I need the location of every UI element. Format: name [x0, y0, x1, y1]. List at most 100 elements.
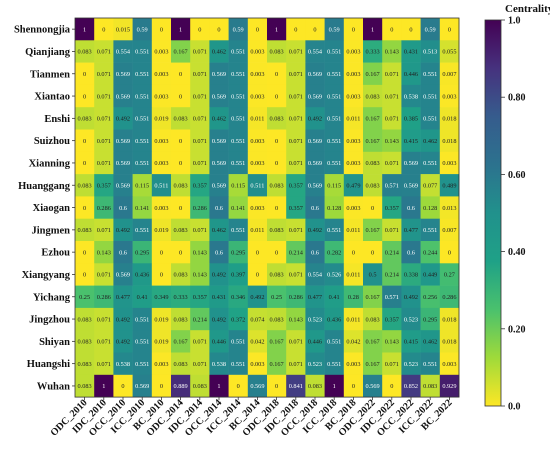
- heatmap-cell: [132, 263, 153, 286]
- cell-value-label: 0.003: [154, 160, 168, 167]
- cell-value-label: 0.569: [116, 138, 130, 145]
- heatmap-cell: [305, 107, 325, 130]
- cell-value-label: 0.569: [212, 93, 226, 100]
- heatmap-cell: [382, 241, 402, 264]
- heatmap-cell: [94, 263, 114, 286]
- heatmap-cell: [113, 285, 133, 309]
- cell-value-label: 0.551: [231, 361, 245, 368]
- heatmap-cell: [324, 84, 345, 108]
- heatmap-cell: [343, 352, 364, 376]
- heatmap-cell: [305, 196, 325, 219]
- cell-value-label: 0.019: [154, 339, 168, 346]
- cell-value-label: 0.569: [116, 160, 130, 167]
- heatmap-cell: [267, 62, 287, 86]
- heatmap-cell: [420, 84, 441, 108]
- heatmap-cell: [343, 174, 364, 197]
- heatmap-cell: [228, 374, 249, 398]
- heatmap-cell: [228, 174, 249, 197]
- heatmap-cell: [228, 62, 249, 86]
- cell-value-label: 0.523: [404, 316, 418, 323]
- cell-value-label: 0.071: [289, 160, 303, 167]
- heatmap-cell: [363, 285, 383, 309]
- cell-value-label: 0.569: [366, 383, 380, 390]
- cell-value-label: 0: [179, 138, 182, 145]
- heatmap-cell: [171, 151, 191, 175]
- heatmap-cell: [209, 218, 229, 242]
- cell-value-label: 0.071: [97, 227, 111, 234]
- row-label: Xiantao: [34, 92, 70, 103]
- heatmap-cell: [286, 18, 306, 41]
- cell-value-label: 0.143: [385, 138, 399, 145]
- heatmap-cell: [382, 263, 402, 286]
- cell-value-label: 0.083: [193, 383, 207, 390]
- cell-value-label: 0.042: [250, 339, 264, 346]
- heatmap-cell: [382, 218, 402, 242]
- row-label: Xianning: [29, 158, 71, 169]
- cell-value-label: 0.431: [404, 49, 418, 56]
- cell-value-label: 0.462: [212, 227, 226, 234]
- heatmap-cell: [382, 18, 402, 41]
- cell-value-label: 0.003: [346, 138, 360, 145]
- heatmap-cell: [267, 307, 287, 331]
- cell-value-label: 0.551: [231, 160, 245, 167]
- cell-value-label: 0.569: [212, 71, 226, 78]
- cell-value-label: 0.569: [212, 138, 226, 145]
- cell-value-label: 0: [256, 272, 259, 279]
- cell-value-label: 0: [237, 383, 240, 390]
- row-label: Shiyan: [39, 337, 70, 348]
- cell-value-label: 0.167: [270, 361, 284, 368]
- heatmap-cell: [247, 241, 268, 264]
- cell-value-label: 0.551: [135, 339, 149, 346]
- cell-value-label: 0.003: [346, 160, 360, 167]
- cell-value-label: 0.019: [154, 116, 168, 123]
- heatmap-cell: [151, 307, 172, 331]
- heatmap-cell: [420, 263, 441, 286]
- cell-value-label: 0.018: [442, 316, 456, 323]
- heatmap-cell: [75, 307, 95, 331]
- cell-value-label: 0.492: [116, 227, 130, 234]
- cell-value-label: 0.003: [154, 71, 168, 78]
- cell-value-label: 0.551: [231, 116, 245, 123]
- cell-value-label: 0.003: [154, 138, 168, 145]
- heatmap-cell: [305, 174, 325, 197]
- cell-value-label: 0.071: [97, 160, 111, 167]
- cell-value-label: 0.569: [308, 71, 322, 78]
- cell-value-label: 0.551: [327, 49, 341, 56]
- cell-value-label: 0.551: [231, 339, 245, 346]
- heatmap-cell: [190, 218, 210, 242]
- cell-value-label: 0.346: [231, 294, 245, 301]
- colorbar-tick-label: 0.0: [508, 402, 521, 413]
- cell-value-label: 0: [102, 26, 105, 33]
- cell-value-label: 0.523: [308, 316, 322, 323]
- cell-value-label: 0.436: [327, 316, 341, 323]
- heatmap-cell: [94, 374, 114, 398]
- heatmap-cell: [190, 374, 210, 398]
- cell-value-label: 0.083: [78, 227, 92, 234]
- cell-value-label: 0.011: [250, 116, 264, 123]
- cell-value-label: 0.492: [116, 116, 130, 123]
- cell-value-label: 0.083: [78, 383, 92, 390]
- heatmap-cell: [267, 40, 287, 63]
- heatmap-cell: [247, 352, 268, 376]
- cell-value-label: 0.357: [385, 316, 399, 323]
- heatmap-cell: [132, 241, 153, 264]
- cell-value-label: 0.551: [327, 71, 341, 78]
- cell-value-label: 0: [275, 160, 278, 167]
- heatmap-cell: [420, 307, 441, 331]
- heatmap-cell: [439, 330, 460, 353]
- heatmap-cell: [151, 374, 172, 398]
- heatmap-cell: [228, 18, 249, 41]
- cell-value-label: 0.489: [442, 182, 456, 189]
- heatmap-cell: [439, 352, 460, 376]
- heatmap-cell: [343, 107, 364, 130]
- heatmap-cell: [343, 129, 364, 153]
- cell-value-label: 0.372: [231, 316, 245, 323]
- heatmap-cell: [209, 196, 229, 219]
- heatmap-cell: [305, 218, 325, 242]
- cell-value-label: 0.929: [442, 383, 456, 390]
- heatmap-cell: [151, 285, 172, 309]
- heatmap-cell: [171, 62, 191, 86]
- heatmap-cell: [228, 107, 249, 130]
- heatmap-cell: [439, 196, 460, 219]
